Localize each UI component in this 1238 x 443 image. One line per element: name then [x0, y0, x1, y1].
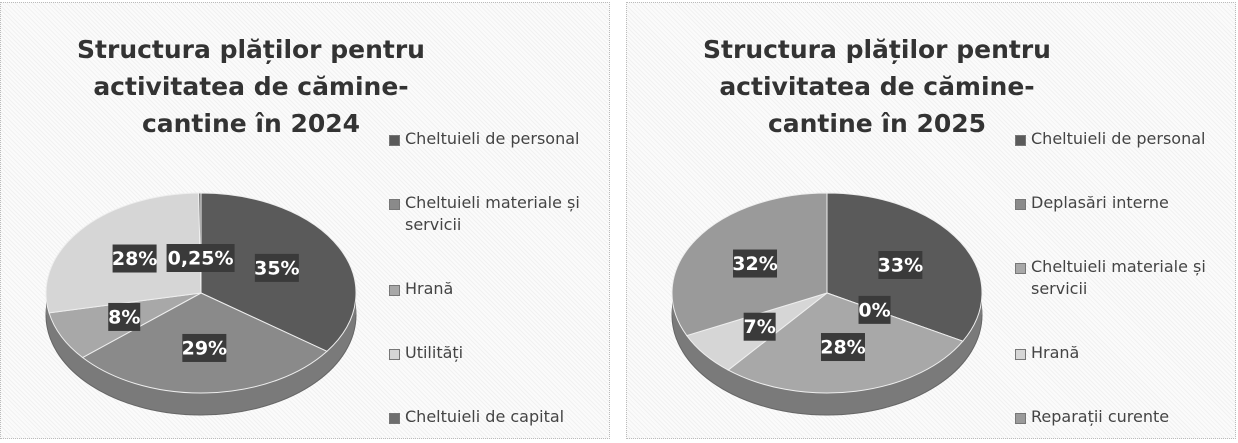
legend-item: Cheltuieli de capital [389, 406, 604, 428]
legend: Cheltuieli de personal Deplasări interne C… [1015, 128, 1230, 428]
legend-swatch [1015, 199, 1026, 210]
data-label: 0,25% [168, 248, 234, 270]
chart-title: Structura plăților pentru activitatea de… [703, 35, 1051, 138]
data-label-box [878, 251, 923, 280]
legend-item: Cheltuieli de personal [1015, 128, 1230, 150]
data-label: 28% [820, 337, 865, 359]
chart-panel: Structura plăților pentru activitatea de… [626, 2, 1236, 439]
legend-item: Cheltuieli materiale și servicii [389, 192, 604, 236]
data-label: 7% [744, 316, 776, 338]
legend-swatch [1015, 135, 1026, 146]
data-label: 33% [878, 255, 923, 277]
legend-label: Cheltuieli de personal [1031, 129, 1206, 148]
data-label-box [112, 244, 157, 273]
legend-label: Cheltuieli de personal [405, 129, 580, 148]
data-label: 35% [254, 257, 299, 279]
legend-item: Hrană [389, 278, 604, 300]
legend-item: Cheltuieli de personal [389, 128, 604, 150]
legend-swatch [1015, 349, 1026, 360]
data-label: 32% [732, 253, 777, 275]
chart-panel: Structura plăților pentru activitatea de… [0, 2, 610, 439]
legend-swatch [1015, 413, 1026, 424]
data-label-box [820, 333, 865, 362]
legend-swatch [389, 413, 400, 424]
legend-label: Hrană [405, 279, 454, 298]
legend-item: Hrană [1015, 342, 1230, 364]
data-label-box [743, 312, 776, 341]
legend-label: Cheltuieli materiale și servicii [1031, 257, 1206, 298]
legend-item: Deplasări interne [1015, 192, 1230, 214]
legend-label: Reparații curente [1031, 407, 1170, 426]
legend-swatch [389, 349, 400, 360]
chart-title: Structura plăților pentru activitatea de… [77, 35, 425, 138]
data-label: 8% [108, 306, 140, 328]
legend-swatch [389, 135, 400, 146]
legend-swatch [389, 285, 400, 296]
data-label-box [166, 244, 235, 273]
legend-label: Cheltuieli de capital [405, 407, 565, 426]
legend-item: Utilități [389, 342, 604, 364]
legend-swatch [1015, 263, 1026, 274]
data-label-box [733, 249, 778, 278]
data-label-box [108, 302, 141, 331]
data-label-box [182, 333, 227, 362]
data-label: 29% [182, 337, 227, 359]
data-label-box [254, 253, 299, 282]
data-label: 28% [112, 248, 157, 270]
data-label: 0% [858, 299, 890, 321]
legend-label: Cheltuieli materiale și servicii [405, 193, 580, 234]
legend-swatch [389, 199, 400, 210]
legend-item: Reparații curente [1015, 406, 1230, 428]
legend: Cheltuieli de personal Cheltuieli materia… [389, 128, 604, 428]
legend-label: Hrană [1031, 343, 1080, 362]
legend-item: Cheltuieli materiale și servicii [1015, 256, 1230, 300]
data-label-box [858, 295, 891, 324]
pie-slice [198, 192, 202, 294]
legend-label: Utilități [405, 343, 464, 362]
pie-chart: 33% 0% 28% 7% 32% [671, 192, 983, 416]
legend-label: Deplasări interne [1031, 193, 1169, 212]
pie-chart: 35% 29% 8% 28% 0,25% [45, 192, 357, 416]
